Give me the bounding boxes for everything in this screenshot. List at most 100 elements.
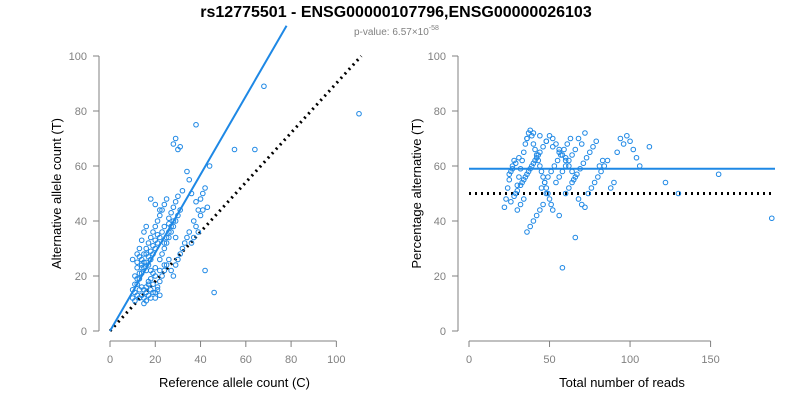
data-point: [537, 163, 543, 169]
y-tick-label: 40: [75, 216, 87, 228]
data-point: [193, 121, 199, 128]
data-point: [522, 174, 529, 180]
data-point: [195, 207, 202, 213]
data-point: [524, 171, 530, 178]
data-point: [562, 190, 569, 197]
data-point: [152, 223, 159, 230]
data-point: [553, 141, 559, 147]
data-point: [184, 234, 190, 241]
data-point: [161, 201, 168, 208]
data-point: [630, 146, 637, 153]
data-point: [172, 135, 179, 142]
data-point: [181, 240, 188, 246]
x-tick-label: 0: [107, 354, 113, 366]
data-point: [530, 141, 537, 147]
data-point: [356, 110, 362, 117]
data-point: [569, 152, 575, 158]
data-point: [143, 223, 150, 230]
y-tick-label: 80: [434, 106, 446, 118]
data-point: [252, 146, 258, 153]
data-point: [567, 135, 574, 142]
data-point: [535, 152, 542, 158]
data-point: [154, 286, 161, 293]
data-point: [512, 160, 519, 167]
data-point: [152, 264, 159, 271]
data-point: [583, 154, 590, 161]
p-value-text: p-value: 6.57×10: [354, 27, 429, 38]
data-point: [179, 187, 186, 194]
y-tick-label: 40: [434, 216, 446, 228]
data-point: [559, 264, 566, 271]
data-point: [601, 163, 608, 169]
data-point: [537, 207, 543, 213]
data-point: [561, 146, 567, 153]
data-point: [617, 135, 624, 142]
data-point: [516, 174, 522, 180]
data-point: [533, 212, 540, 219]
data-point: [186, 176, 193, 183]
y-tick-label: 100: [69, 51, 87, 63]
data-point: [157, 207, 163, 213]
data-point: [172, 262, 179, 268]
data-point: [548, 201, 554, 208]
data-point: [161, 262, 168, 268]
data-point: [569, 179, 575, 186]
x-tick-label: 100: [621, 354, 639, 366]
data-point: [506, 176, 513, 183]
data-point: [193, 198, 199, 205]
data-point: [168, 267, 174, 274]
data-point: [569, 168, 575, 175]
data-point: [585, 190, 591, 197]
data-point: [143, 245, 150, 252]
data-point: [593, 138, 600, 145]
data-point: [157, 267, 163, 274]
data-point: [586, 149, 593, 156]
x-axis-label: Total number of reads: [559, 375, 685, 390]
data-point: [627, 138, 633, 145]
data-point: [188, 240, 195, 246]
data-point: [532, 146, 538, 153]
data-point: [145, 240, 152, 246]
data-point: [511, 193, 517, 200]
data-point: [166, 256, 172, 263]
y-tick-label: 60: [75, 161, 87, 173]
y-tick-label: 100: [428, 51, 446, 63]
data-point: [157, 234, 163, 241]
data-point: [558, 152, 564, 158]
data-point: [190, 218, 197, 224]
data-point: [152, 295, 159, 301]
data-point: [537, 132, 543, 139]
x-tick-label: 100: [327, 354, 345, 366]
data-point: [562, 154, 569, 161]
data-point: [172, 198, 179, 205]
data-point: [516, 154, 522, 161]
data-point: [168, 229, 174, 235]
data-point: [633, 154, 640, 161]
data-point: [200, 207, 206, 213]
fit-line: [109, 25, 288, 332]
data-point: [614, 149, 620, 156]
data-point: [138, 237, 145, 244]
data-point: [511, 157, 517, 164]
data-point: [136, 270, 143, 277]
data-point: [154, 284, 161, 290]
data-point: [537, 149, 543, 156]
data-point: [548, 168, 554, 175]
y-axis-label: Alternative allele count (T): [49, 118, 64, 269]
data-point: [599, 157, 606, 164]
data-point: [206, 163, 213, 169]
data-point: [572, 234, 579, 241]
data-point: [520, 196, 527, 202]
data-point: [529, 132, 535, 139]
data-point: [231, 146, 238, 153]
data-point: [541, 179, 548, 186]
data-point: [575, 135, 582, 142]
data-point: [636, 163, 643, 169]
data-point: [170, 204, 177, 211]
data-point: [570, 176, 577, 183]
data-point: [157, 256, 163, 263]
data-point: [519, 179, 525, 186]
data-point: [620, 141, 627, 147]
data-point: [768, 215, 775, 222]
data-point: [166, 234, 172, 241]
